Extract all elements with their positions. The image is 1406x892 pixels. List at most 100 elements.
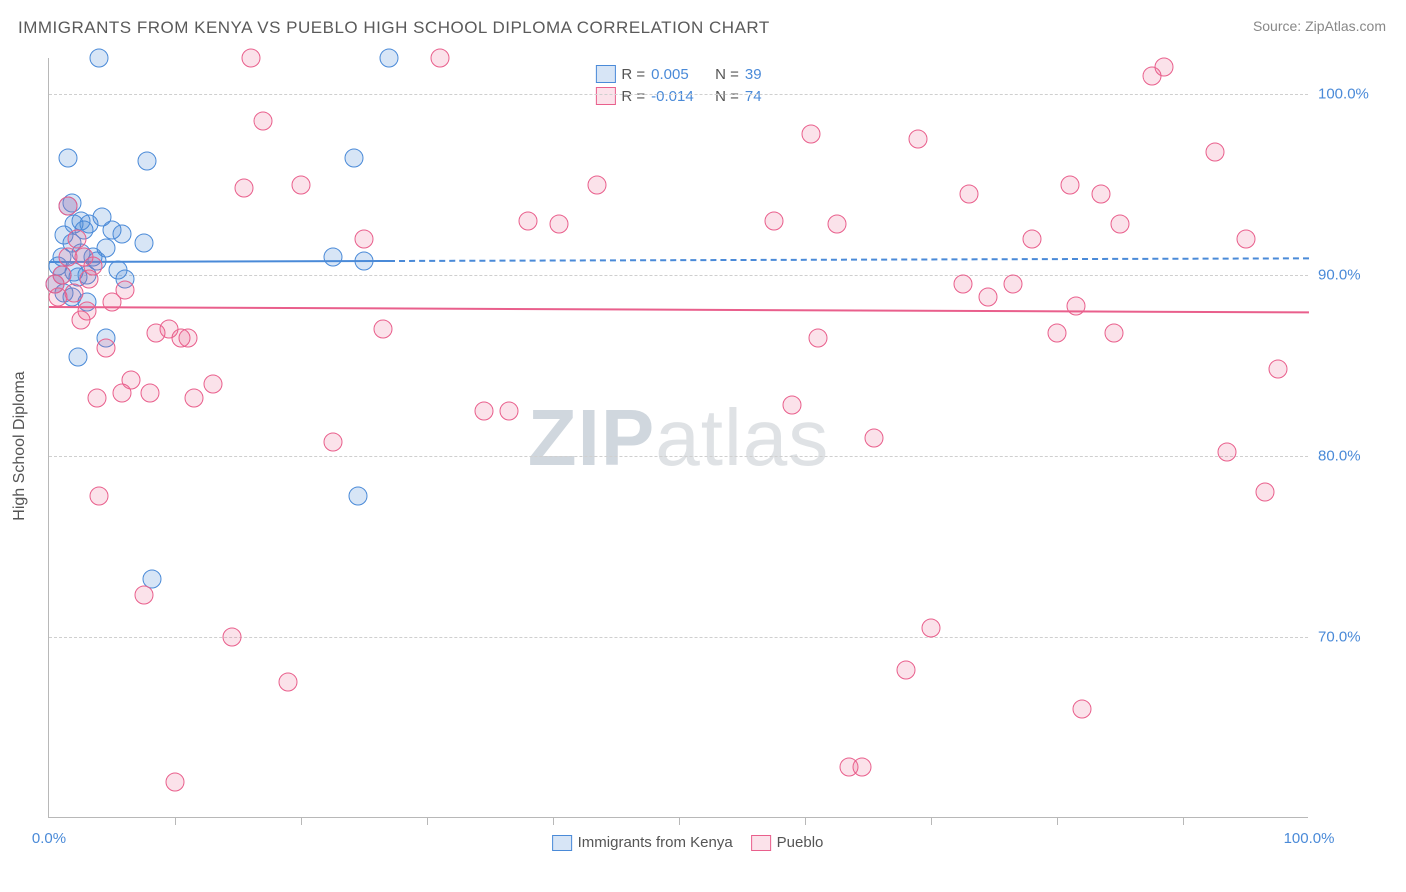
scatter-point-pueblo [292,175,311,194]
scatter-point-pueblo [65,284,84,303]
scatter-point-pueblo [518,211,537,230]
x-tick [1183,817,1184,825]
scatter-point-kenya [68,347,87,366]
y-tick-label: 90.0% [1318,267,1378,284]
legend-series: Immigrants from Kenya Pueblo [534,834,824,851]
scatter-point-kenya [323,248,342,267]
gridline [49,456,1308,457]
scatter-point-pueblo [115,280,134,299]
scatter-point-pueblo [1060,175,1079,194]
scatter-point-pueblo [808,329,827,348]
chart-title: IMMIGRANTS FROM KENYA VS PUEBLO HIGH SCH… [18,18,770,38]
y-tick-label: 100.0% [1318,86,1378,103]
scatter-point-kenya [90,49,109,68]
scatter-point-pueblo [87,389,106,408]
legend-r-label: R = [621,88,645,105]
x-tick [301,817,302,825]
scatter-point-pueblo [959,184,978,203]
x-tick [427,817,428,825]
scatter-point-pueblo [1155,58,1174,77]
scatter-point-pueblo [235,179,254,198]
legend-series-label: Pueblo [777,834,824,851]
x-tick [805,817,806,825]
scatter-point-pueblo [1218,443,1237,462]
legend-r-value: 0.005 [651,66,709,83]
scatter-point-pueblo [121,371,140,390]
scatter-point-pueblo [896,660,915,679]
scatter-point-kenya [348,486,367,505]
scatter-point-pueblo [254,112,273,131]
legend-r-label: R = [621,66,645,83]
legend-swatch [595,87,615,105]
legend-series-label: Immigrants from Kenya [578,834,733,851]
scatter-point-pueblo [52,266,71,285]
scatter-point-pueblo [166,772,185,791]
scatter-point-pueblo [827,215,846,234]
scatter-point-kenya [134,233,153,252]
legend-n-label: N = [715,88,739,105]
scatter-point-pueblo [1022,229,1041,248]
scatter-point-kenya [96,239,115,258]
y-tick-label: 80.0% [1318,448,1378,465]
x-tick-label: 100.0% [1284,830,1335,847]
scatter-point-pueblo [1073,700,1092,719]
scatter-point-pueblo [355,229,374,248]
scatter-point-pueblo [1092,184,1111,203]
legend-n-label: N = [715,66,739,83]
source-prefix: Source: [1253,18,1305,34]
scatter-point-pueblo [67,229,86,248]
scatter-point-pueblo [1066,296,1085,315]
scatter-point-kenya [380,49,399,68]
scatter-point-pueblo [978,287,997,306]
scatter-point-pueblo [58,197,77,216]
scatter-point-kenya [58,148,77,167]
scatter-point-pueblo [865,429,884,448]
scatter-point-pueblo [953,275,972,294]
scatter-point-kenya [113,224,132,243]
scatter-point-pueblo [802,125,821,144]
scatter-point-pueblo [764,211,783,230]
scatter-point-pueblo [499,401,518,420]
trend-line-kenya [389,257,1309,262]
scatter-point-pueblo [90,486,109,505]
scatter-point-pueblo [430,49,449,68]
trend-line-pueblo [49,306,1309,313]
x-tick [553,817,554,825]
legend-swatch [552,835,572,851]
legend-stats: R = 0.005 N = 39 R = -0.014 N = 74 [595,63,761,107]
gridline [49,275,1308,276]
legend-r-value: -0.014 [651,88,709,105]
scatter-point-pueblo [77,302,96,321]
x-tick [1057,817,1058,825]
plot-area: ZIPatlas R =0.005N =39R =-0.014N =74 Imm… [48,58,1308,818]
scatter-point-pueblo [1268,360,1287,379]
scatter-point-pueblo [178,329,197,348]
watermark-zip: ZIP [528,393,655,482]
scatter-point-pueblo [550,215,569,234]
y-tick-label: 70.0% [1318,629,1378,646]
scatter-point-pueblo [474,401,493,420]
scatter-point-pueblo [1048,324,1067,343]
scatter-point-pueblo [241,49,260,68]
scatter-point-pueblo [203,374,222,393]
legend-swatch [595,65,615,83]
legend-n-value: 39 [745,66,762,83]
x-tick [679,817,680,825]
x-tick [175,817,176,825]
legend-swatch [751,835,771,851]
scatter-point-pueblo [184,389,203,408]
scatter-point-pueblo [222,628,241,647]
legend-n-value: 74 [745,88,762,105]
gridline [49,94,1308,95]
scatter-point-pueblo [1104,324,1123,343]
watermark-atlas: atlas [655,393,829,482]
x-tick-label: 0.0% [32,830,66,847]
scatter-point-pueblo [279,673,298,692]
y-axis-title: High School Diploma [11,371,29,520]
source-name: ZipAtlas.com [1305,18,1386,34]
scatter-point-pueblo [373,320,392,339]
scatter-point-pueblo [1003,275,1022,294]
scatter-point-pueblo [96,338,115,357]
scatter-point-kenya [138,152,157,171]
scatter-point-pueblo [323,432,342,451]
